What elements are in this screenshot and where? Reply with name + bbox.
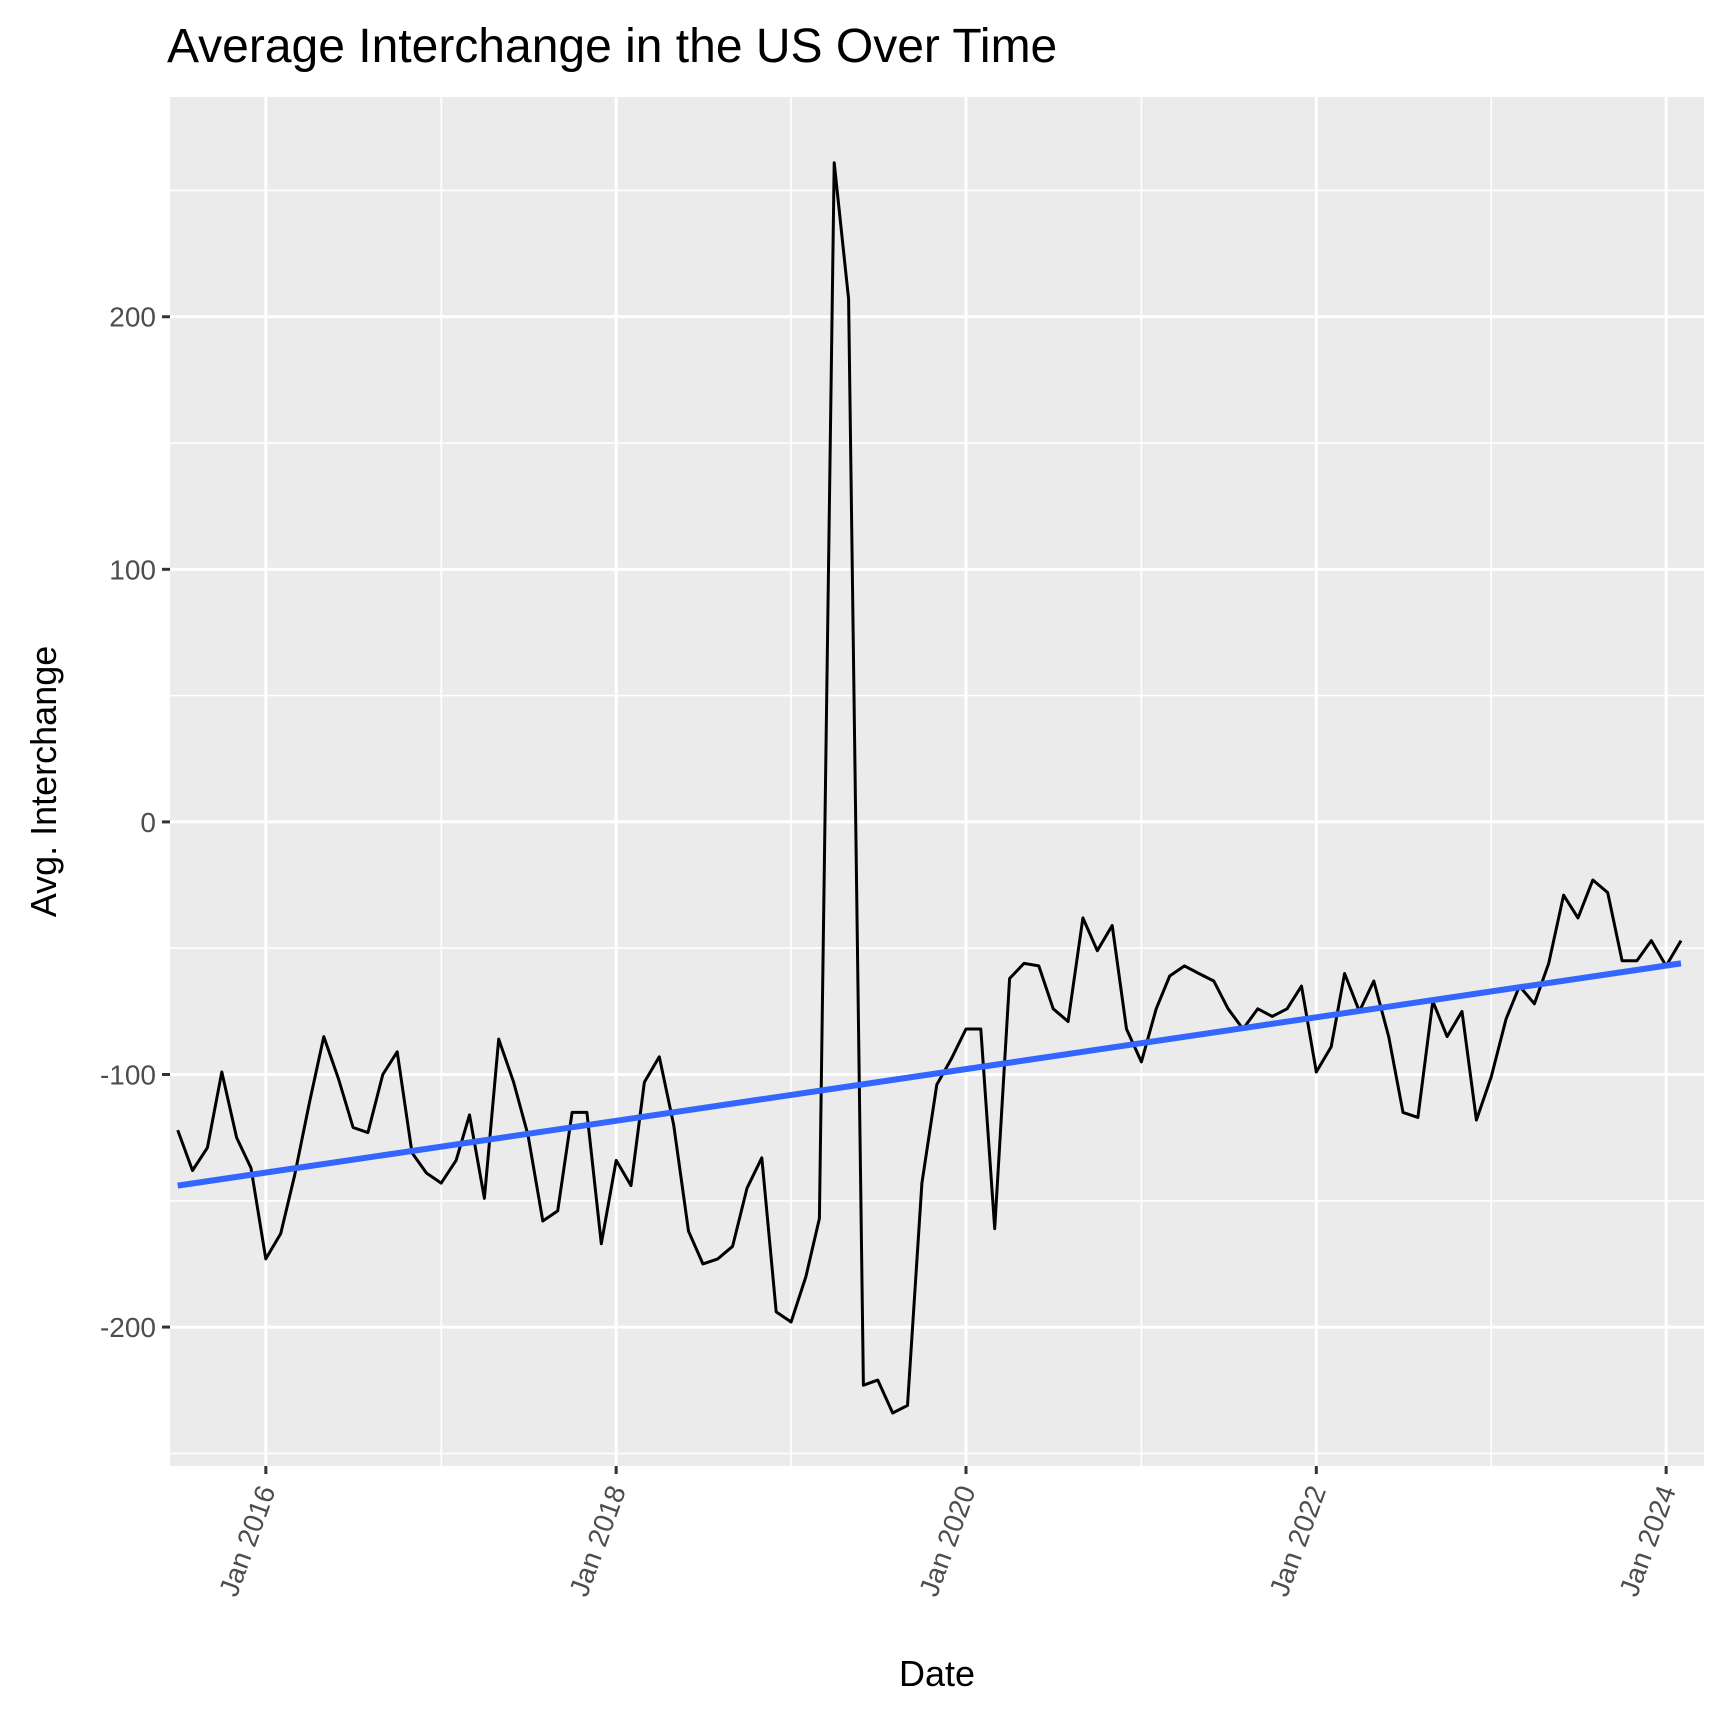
x-tick-label: Jan 2016 (213, 1481, 282, 1600)
chart-title: Average Interchange in the US Over Time (167, 20, 1057, 73)
plot-panel (170, 97, 1704, 1466)
y-tick-label: 200 (109, 302, 156, 333)
y-tick-label: 0 (140, 807, 156, 838)
x-tick-label: Jan 2020 (913, 1481, 982, 1600)
x-axis-title: Date (899, 1653, 975, 1694)
y-tick-label: -200 (100, 1312, 156, 1343)
y-tick-label: -100 (100, 1059, 156, 1090)
y-axis: -200 -100 0 100 200 (100, 302, 170, 1343)
x-tick-label: Jan 2024 (1613, 1481, 1682, 1600)
x-axis: Jan 2016 Jan 2018 Jan 2020 Jan 2022 Jan 2024 (213, 1466, 1682, 1600)
x-tick-label: Jan 2018 (563, 1481, 632, 1600)
y-tick-label: 100 (109, 554, 156, 585)
major-gridlines (170, 97, 1704, 1466)
x-tick-label: Jan 2022 (1263, 1481, 1332, 1600)
series-layer (176, 161, 1683, 1415)
series-line (176, 161, 1683, 1415)
minor-gridlines (170, 97, 1704, 1466)
trend-line (177, 960, 1682, 1189)
y-axis-title: Avg. Interchange (23, 646, 64, 918)
